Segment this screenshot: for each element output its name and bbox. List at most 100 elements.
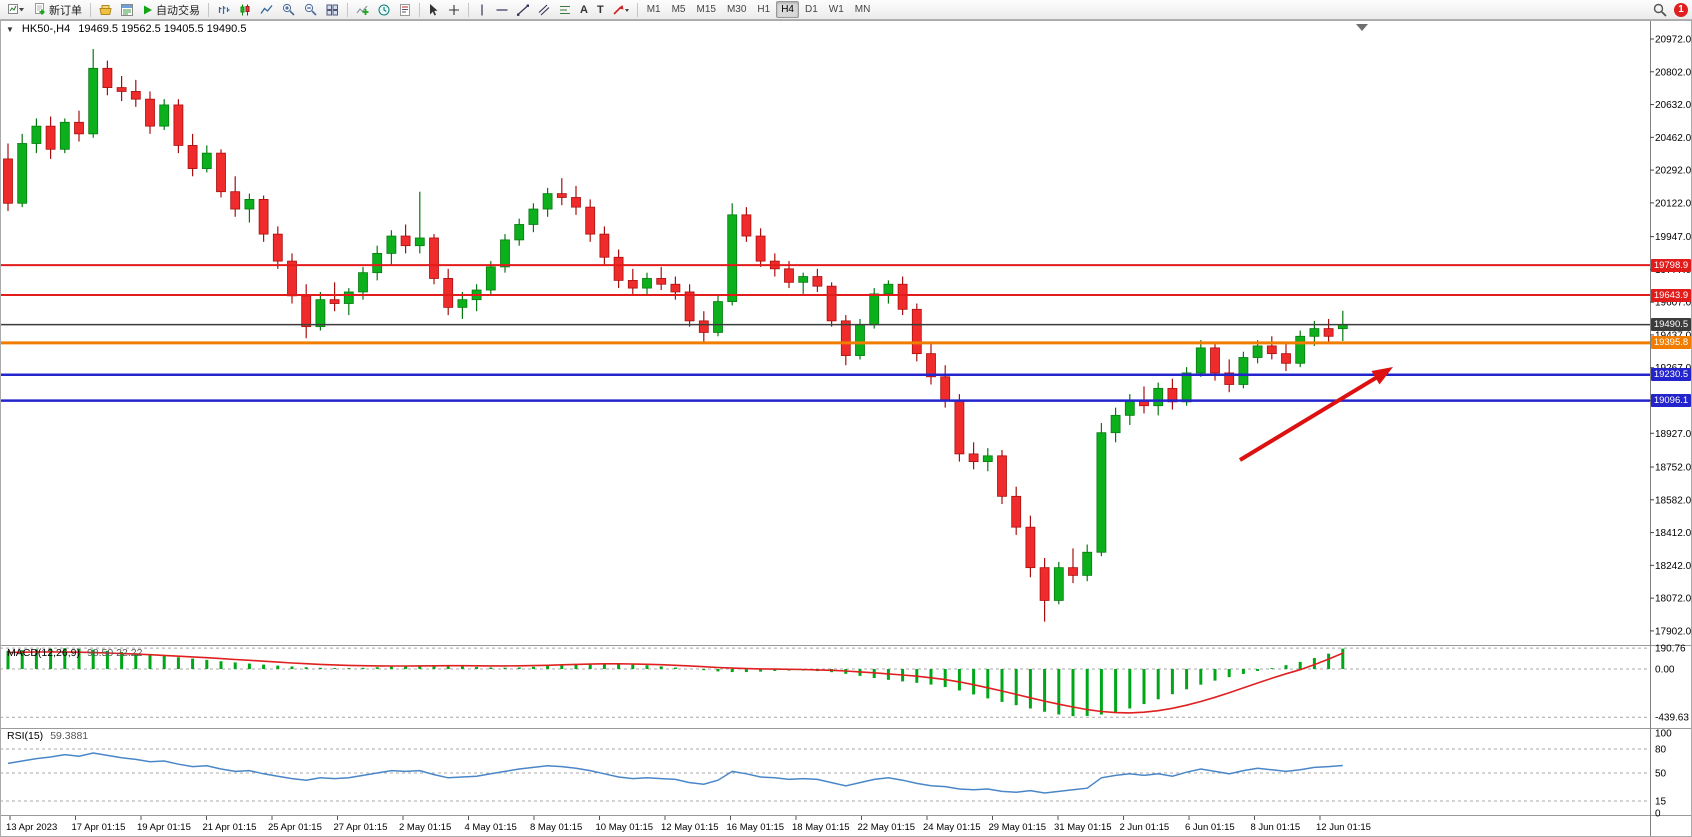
candle[interactable] (911, 303, 922, 362)
chart-plot[interactable]: 20972.0 20802.0 20632.0 20462.0 20292.0 20122… (0, 20, 1692, 837)
periodicity-button[interactable] (374, 1, 394, 19)
bar-chart-button[interactable] (213, 1, 234, 19)
candle[interactable] (684, 284, 695, 327)
chart-shift-marker[interactable] (1356, 24, 1368, 31)
zoom-in-button[interactable] (278, 1, 299, 19)
chart-window[interactable]: 20972.0 20802.0 20632.0 20462.0 20292.0 20122… (0, 20, 1692, 837)
timeframe-button-w1[interactable]: W1 (828, 4, 844, 15)
text-tool-button[interactable]: A (576, 1, 592, 19)
candle[interactable] (329, 282, 340, 312)
channel-tool-button[interactable] (534, 1, 554, 19)
candle[interactable] (585, 199, 596, 242)
timeframe-button-m30[interactable]: M30 (726, 4, 747, 15)
chart-windows-dropdown[interactable] (4, 1, 29, 19)
tile-windows-button[interactable] (322, 1, 343, 19)
candle[interactable] (130, 79, 141, 107)
candle[interactable] (173, 99, 184, 154)
candle[interactable] (272, 226, 283, 269)
candle[interactable] (216, 149, 226, 198)
candle[interactable] (1295, 330, 1306, 368)
profiles-button[interactable] (95, 1, 116, 19)
candle[interactable] (982, 448, 993, 472)
candle[interactable] (145, 91, 155, 134)
candle[interactable] (741, 207, 752, 242)
line-chart-button[interactable] (256, 1, 277, 19)
candle[interactable] (102, 60, 113, 96)
timeframe-button-h4[interactable]: H4 (776, 1, 799, 18)
candle[interactable] (3, 143, 13, 211)
candle[interactable] (485, 261, 496, 296)
candle[interactable] (1082, 544, 1093, 582)
candle[interactable] (1266, 336, 1277, 360)
crosshair-button[interactable] (444, 1, 464, 19)
timeframe-button-m15[interactable]: M15 (696, 4, 716, 15)
candle[interactable] (59, 118, 70, 154)
candle[interactable] (1195, 340, 1206, 377)
candle[interactable] (627, 268, 638, 296)
candle[interactable] (656, 266, 667, 291)
candle[interactable] (1281, 344, 1291, 372)
candle[interactable] (187, 133, 198, 177)
trend-arrow-line[interactable] (1238, 374, 1381, 462)
notification-badge[interactable]: 1 (1674, 2, 1688, 17)
fibonacci-tool-button[interactable] (555, 1, 575, 19)
candle[interactable] (429, 234, 439, 285)
timeframe-button-h1[interactable]: H1 (757, 4, 771, 15)
candle[interactable] (159, 99, 170, 131)
candle[interactable] (599, 226, 610, 265)
timeframe-button-m5[interactable]: M5 (671, 4, 686, 15)
candle[interactable] (1323, 318, 1334, 343)
candle[interactable] (713, 295, 723, 337)
candle[interactable] (954, 394, 965, 462)
auto-trading-button[interactable]: 自动交易 (138, 1, 204, 19)
timeframe-button-mn[interactable]: MN (854, 4, 871, 15)
candle[interactable] (88, 49, 99, 138)
candle[interactable] (443, 268, 454, 316)
candle[interactable] (997, 450, 1007, 505)
candle[interactable] (201, 145, 212, 173)
candle[interactable] (1068, 548, 1078, 584)
chart-menu-caret[interactable]: ▼ (6, 24, 14, 34)
candle[interactable] (968, 442, 979, 470)
candle[interactable] (301, 284, 312, 339)
candle[interactable] (400, 224, 411, 254)
search-button[interactable] (1649, 1, 1671, 19)
candle[interactable] (244, 193, 255, 223)
candle[interactable] (528, 203, 539, 233)
candle[interactable] (1153, 382, 1164, 416)
candlestick-chart-button[interactable] (235, 1, 255, 19)
candle[interactable] (457, 291, 468, 319)
indicators-button[interactable] (352, 1, 373, 19)
candle[interactable] (840, 315, 851, 366)
horizontal-line-tool-button[interactable] (492, 1, 512, 19)
candle[interactable] (116, 76, 127, 102)
candle[interactable] (613, 249, 624, 289)
timeframe-button-m1[interactable]: M1 (646, 4, 661, 15)
candle[interactable] (1337, 310, 1348, 342)
candle[interactable] (542, 187, 553, 217)
candle[interactable] (258, 195, 269, 242)
candle[interactable] (798, 272, 809, 294)
candle[interactable] (1238, 351, 1249, 389)
candle[interactable] (642, 272, 652, 296)
candle[interactable] (926, 342, 936, 385)
candle[interactable] (1011, 486, 1022, 535)
candle[interactable] (414, 191, 425, 254)
candle[interactable] (1110, 407, 1121, 443)
candle[interactable] (727, 203, 738, 306)
candle[interactable] (883, 280, 894, 304)
new-order-button[interactable]: 新订单 (30, 1, 86, 19)
candle[interactable] (45, 116, 56, 159)
templates-button[interactable] (395, 1, 415, 19)
candle[interactable] (556, 178, 567, 206)
time-axis[interactable]: 13 Apr 2023 17 Apr 01:15 19 Apr 01:15 21 Ap… (6, 816, 1371, 833)
candle[interactable] (74, 110, 84, 142)
candle[interactable] (230, 176, 241, 217)
candle[interactable] (812, 268, 823, 292)
candle[interactable] (500, 234, 510, 273)
market-watch-button[interactable] (117, 1, 137, 19)
candle[interactable] (698, 311, 709, 343)
candle[interactable] (17, 133, 28, 208)
candle[interactable] (372, 245, 383, 281)
candle[interactable] (670, 276, 681, 300)
